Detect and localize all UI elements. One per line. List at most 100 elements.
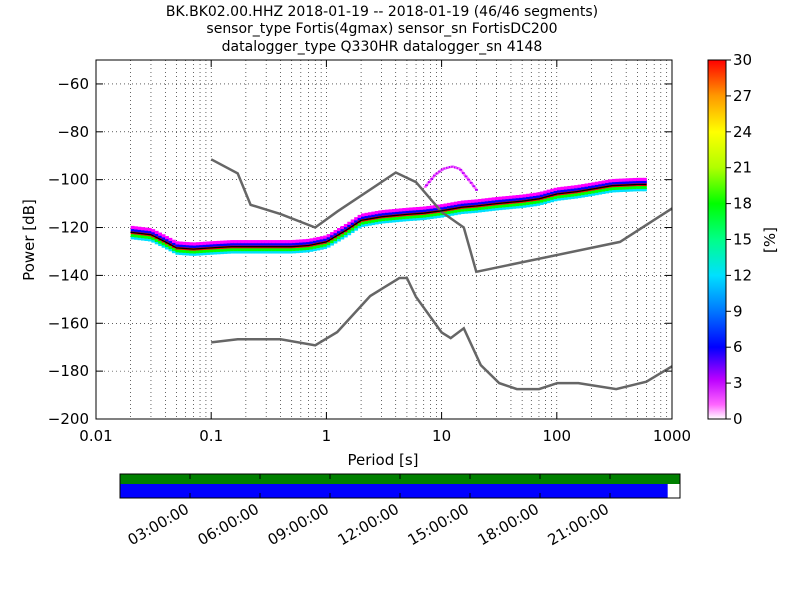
heatmap-cell (419, 209, 424, 213)
heatmap-cell (625, 186, 630, 190)
x-tick-label: 0.01 (79, 427, 112, 445)
heatmap-cell (254, 242, 259, 246)
heatmap-cell (402, 208, 407, 212)
heatmap-cell (471, 183, 475, 186)
heatmap-cell (199, 252, 204, 256)
heatmap-cell (209, 249, 214, 253)
heatmap-cell (165, 243, 169, 248)
heatmap-cell (495, 199, 499, 203)
heatmap-cell (436, 204, 441, 208)
heatmap-cell (618, 181, 623, 185)
heatmap-cell (309, 238, 314, 242)
heatmap-cell (323, 235, 328, 239)
timeline-tick-label: 18:00:00 (475, 500, 542, 549)
heatmap-cell (154, 241, 159, 245)
heatmap-cell (295, 242, 300, 246)
heatmap-cell (130, 225, 135, 230)
x-tick-label: 10 (432, 427, 451, 445)
heatmap-cell (312, 240, 317, 244)
x-tick-label: 100 (542, 427, 571, 445)
heatmap-cell (591, 192, 596, 196)
heatmap-cell (464, 175, 468, 178)
heatmap-cell (473, 187, 477, 190)
heatmap-cell (330, 234, 334, 238)
heatmap-cell (512, 195, 517, 199)
heatmap-cell (553, 198, 558, 202)
heatmap-cell (447, 213, 451, 217)
heatmap-cell (199, 249, 204, 254)
heatmap-cell (196, 244, 200, 248)
heatmap-cell (319, 238, 324, 242)
heatmap-cell (505, 195, 510, 200)
heatmap-cell (467, 207, 472, 212)
heatmap-cell (398, 216, 403, 220)
title-line-2: sensor_type Fortis(4gmax) sensor_sn Fort… (206, 21, 557, 37)
heatmap-cell (398, 210, 403, 214)
heatmap-cell (426, 216, 431, 220)
heatmap-cell (563, 188, 568, 192)
heatmap-cell (536, 200, 541, 204)
heatmap-cell (632, 180, 637, 184)
colorbar-tick-label: 21 (733, 159, 752, 177)
heatmap-cell (309, 248, 314, 252)
heatmap-cell (306, 238, 310, 243)
heatmap-cell (577, 184, 582, 188)
heatmap-cell (161, 244, 166, 248)
heatmap-cell (625, 188, 630, 192)
heatmap-cell (206, 241, 211, 245)
heatmap-cell (450, 204, 455, 208)
heatmap-cell (460, 210, 465, 215)
heatmap-cell (326, 241, 331, 246)
heatmap-cell (268, 247, 273, 252)
heatmap-cell (468, 180, 472, 183)
heatmap-cell (240, 250, 245, 254)
heatmap-cell (398, 208, 403, 212)
heatmap-cell (378, 212, 383, 216)
heatmap-cell (498, 196, 503, 200)
heatmap-cell (474, 188, 478, 191)
heatmap-cell (508, 203, 513, 207)
heatmap-cell (171, 242, 176, 246)
heatmap-cell (137, 234, 142, 238)
heatmap-cell (612, 189, 616, 193)
heatmap-cell (522, 202, 527, 206)
heatmap-cell (488, 208, 493, 212)
heatmap-cell (450, 210, 455, 214)
heatmap-cell (398, 218, 403, 222)
heatmap-cell (615, 178, 620, 182)
heatmap-cell (350, 229, 355, 233)
heatmap-cell (426, 205, 431, 210)
heatmap-cell (522, 204, 527, 208)
heatmap-cell (261, 240, 266, 244)
heatmap-cell (371, 221, 376, 226)
heatmap-cell (226, 248, 231, 252)
heatmap-cell (526, 196, 530, 200)
heatmap-cell (632, 188, 637, 192)
heatmap-cell (367, 222, 372, 226)
heatmap-cell (381, 217, 386, 222)
heatmap-cell (416, 206, 420, 211)
heatmap-cell (134, 226, 138, 230)
heatmap-cell (130, 236, 135, 240)
heatmap-cell (251, 242, 255, 246)
heatmap-cell (178, 249, 183, 253)
heatmap-cell (306, 246, 310, 251)
heatmap-cell (354, 219, 359, 223)
heatmap-cell (432, 174, 436, 177)
heatmap-cell (237, 240, 242, 244)
heatmap-cell (158, 240, 163, 244)
heatmap-cell (213, 251, 218, 255)
title-line-3: datalogger_type Q330HR datalogger_sn 414… (222, 39, 543, 55)
heatmap-cell (526, 204, 530, 208)
heatmap-cell (220, 248, 224, 252)
heatmap-cell (433, 215, 438, 219)
heatmap-cell (519, 197, 524, 201)
y-tick-label: −200 (48, 410, 89, 428)
heatmap-cell (295, 247, 300, 251)
heatmap-cell (185, 249, 190, 254)
heatmap-cell (560, 189, 565, 193)
heatmap-cell (247, 240, 252, 244)
heatmap-cell (333, 230, 338, 234)
heatmap-cell (550, 188, 555, 192)
heatmap-cell (463, 173, 467, 176)
